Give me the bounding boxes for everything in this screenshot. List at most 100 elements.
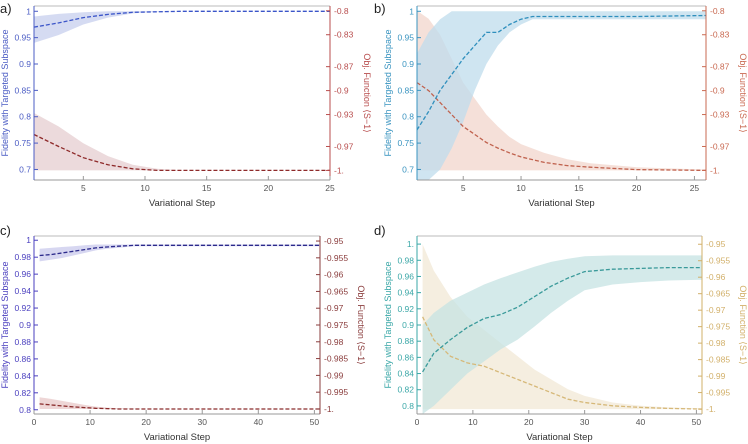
y-left-tick-label: 0.8 [19,405,31,415]
y-left-tick-label: 0.84 [14,371,31,381]
fidelity-series-line [417,14,706,131]
panel-label: a) [0,1,12,16]
y-left-tick-label: 1. [407,239,414,249]
y-left-tick-label: 0.92 [397,304,414,314]
y-right-tick-label: -0.97 [706,305,726,315]
y-right-tick-label: -0.93 [334,110,354,120]
x-tick-label: 20 [524,417,534,427]
objective-series-line [422,316,702,410]
panel-label: c) [0,223,11,238]
plot-area [422,244,702,414]
y-left-tick-label: 0.8 [402,112,414,122]
fidelity-confidence-band [417,11,706,180]
y-left-tick-label: 0.85 [397,85,414,95]
y-left-tick-label: 0.96 [14,269,31,279]
y-right-tick-label: -0.96 [706,272,726,282]
x-tick-label: 50 [692,417,702,427]
objective-confidence-band [417,10,706,171]
plot-area [39,244,320,410]
y-right-tick-label: -0.95 [706,239,726,249]
y-right-tick-label: -0.87 [710,62,730,72]
panel-d: d) 0 10 20 30 40 50 0.8 0.82 0.84 0.86 0.88 0.9 0.92 0… [374,223,748,443]
y-left-tick-label: 0.94 [14,286,31,296]
panel-label: d) [374,223,386,238]
x-axis-title: Variational Step [528,198,594,209]
y-right-axis-title: Obj. Function ⟨S−1⟩ [738,53,748,132]
x-tick-label: 0 [32,417,37,427]
plot-area [417,10,706,180]
y-right-tick-label: -0.99 [324,370,344,380]
y-left-tick-label: 0.9 [19,320,31,330]
y-left-tick-label: 0.98 [397,255,414,265]
y-right-tick-label: -0.98 [706,338,726,348]
y-right-tick-label: -0.955 [324,253,348,263]
y-left-tick-label: 0.9 [19,59,31,69]
y-left-tick-label: 0.85 [14,85,31,95]
y-right-tick-label: -0.965 [324,286,348,296]
y-right-tick-label: -0.98 [324,337,344,347]
y-left-tick-label: 0.86 [14,354,31,364]
x-tick-label: 30 [198,417,208,427]
x-tick-label: 10 [140,183,150,193]
y-left-axis-title: Fidelity with Targeted Subspace [0,262,10,389]
x-tick-label: 20 [141,417,151,427]
x-tick-label: 50 [310,417,320,427]
x-axis-title: Variational Step [526,432,592,443]
y-left-tick-label: 0.82 [14,388,31,398]
y-left-tick-label: 0.92 [14,303,31,313]
y-right-tick-label: -1. [334,165,344,175]
y-right-axis-title: Obj. Function ⟨S−1⟩ [738,285,748,364]
y-left-axis-title: Fidelity with Targeted Subspace [383,262,393,389]
y-left-tick-label: 1 [26,6,31,16]
y-right-tick-label: -0.99 [706,371,726,381]
x-axis-title: Variational Step [144,432,210,443]
panel-label: b) [374,1,386,16]
fidelity-confidence-band [34,11,330,43]
y-right-tick-label: -0.985 [324,354,348,364]
y-left-tick-label: 1 [409,6,414,16]
y-left-tick-label: 0.75 [397,138,414,148]
objective-series-line [417,82,706,172]
y-right-tick-label: -0.83 [710,30,730,40]
y-right-tick-label: -0.955 [706,256,730,266]
y-right-tick-label: -0.965 [706,289,730,299]
y-right-tick-label: -0.83 [334,30,354,40]
y-right-tick-label: -1. [324,404,334,414]
y-left-axis-title: Fidelity with Targeted Subspace [0,30,10,157]
y-right-axis-title: Obj. Function ⟨S−1⟩ [362,53,372,132]
y-right-axis-title: Obj. Function ⟨S−1⟩ [356,285,366,364]
x-tick-label: 40 [636,417,646,427]
x-tick-label: 40 [254,417,264,427]
fidelity-series-line [39,244,320,257]
y-left-tick-label: 0.95 [397,33,414,43]
y-left-tick-label: 0.86 [397,352,414,362]
y-right-tick-label: -0.975 [706,322,730,332]
y-right-tick-label: -0.87 [334,62,354,72]
y-right-tick-label: -0.975 [324,320,348,330]
y-left-tick-label: 0.7 [402,164,414,174]
objective-confidence-band [39,397,320,409]
x-tick-label: 25 [325,183,335,193]
y-left-tick-label: 0.84 [397,369,414,379]
x-axis-title: Variational Step [149,198,215,209]
y-right-tick-label: -0.97 [710,141,730,151]
y-right-tick-label: -0.93 [710,110,730,120]
y-left-tick-label: 0.75 [14,138,31,148]
x-tick-label: 30 [580,417,590,427]
y-right-tick-label: -1. [710,165,720,175]
x-tick-label: 15 [202,183,212,193]
x-tick-label: 25 [690,183,700,193]
fidelity-confidence-band [422,255,702,414]
y-left-tick-label: 0.88 [14,337,31,347]
x-tick-label: 0 [415,417,420,427]
y-left-axis-title: Fidelity with Targeted Subspace [383,30,393,157]
y-left-tick-label: 0.9 [402,320,414,330]
x-tick-label: 10 [468,417,478,427]
x-tick-label: 10 [516,183,526,193]
y-right-tick-label: -1. [706,404,716,414]
y-right-tick-label: -0.97 [324,303,344,313]
panel-b: b) 5 10 15 20 25 0.7 0.75 0.8 0.85 0.9 0.95 1 -1. -0.9… [374,1,748,209]
y-left-tick-label: 0.95 [14,33,31,43]
x-tick-label: 10 [85,417,95,427]
